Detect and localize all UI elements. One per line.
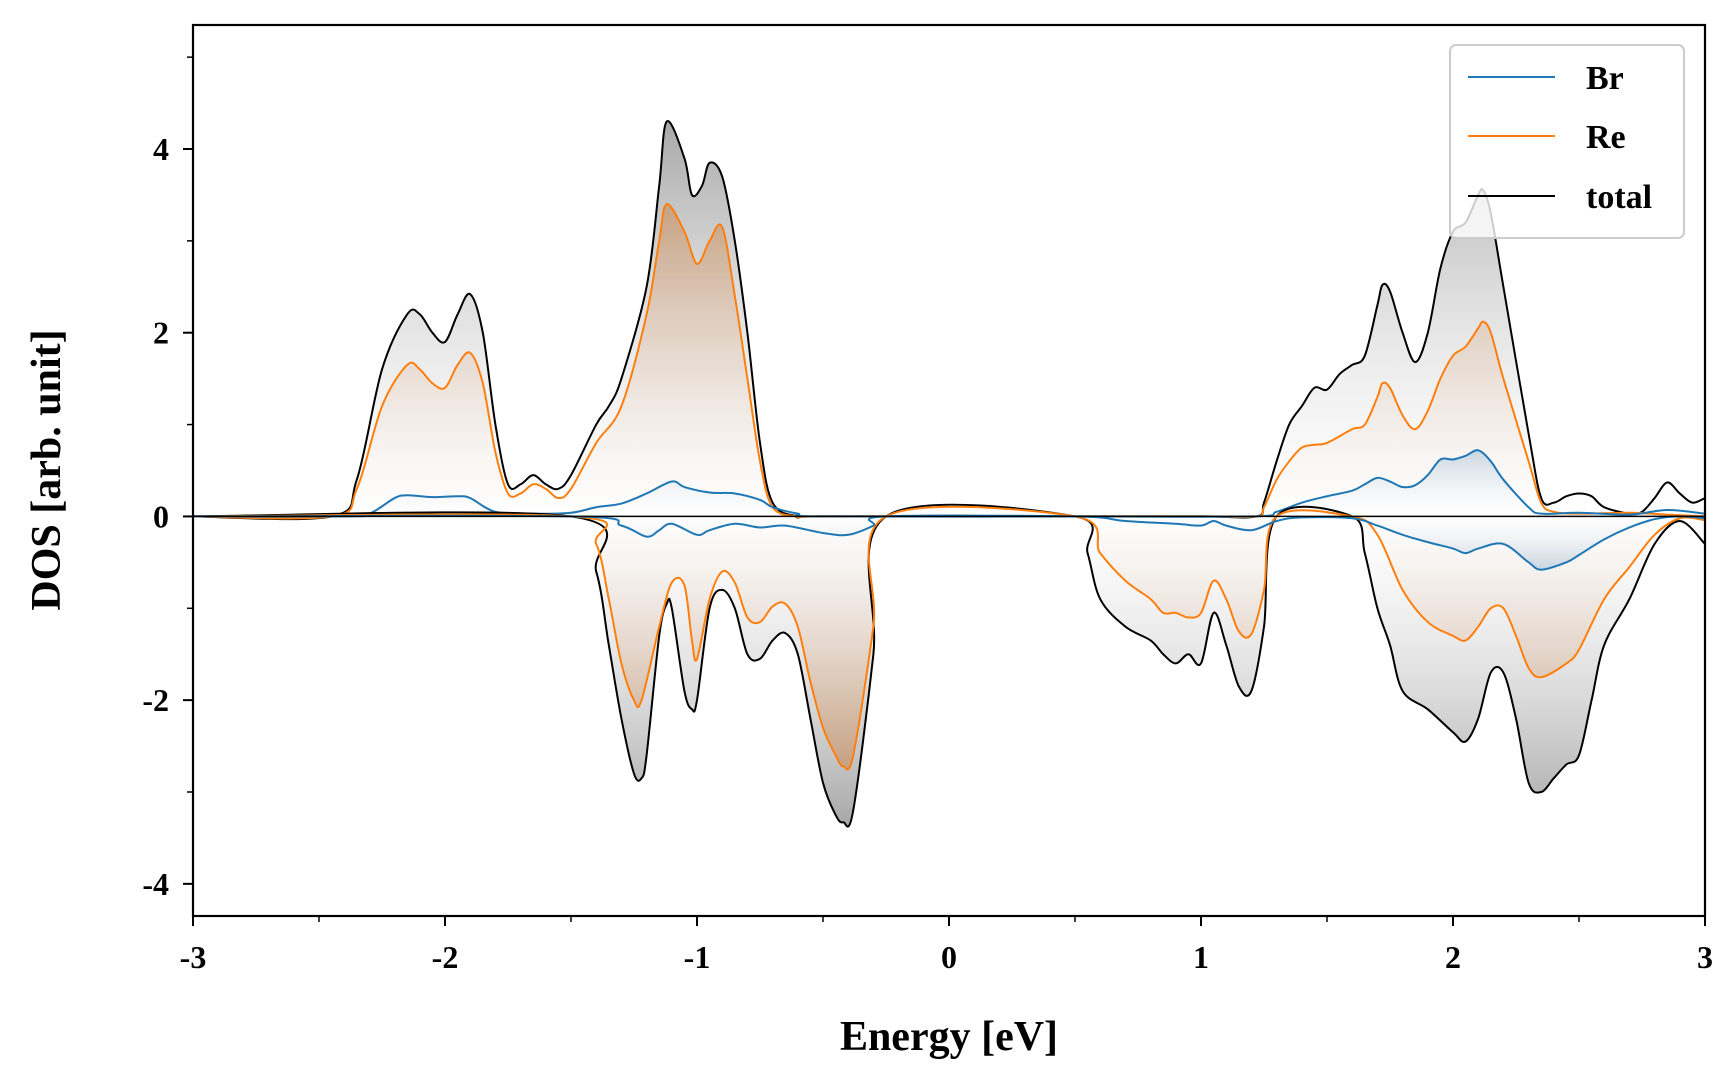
y-tick-label: -2	[142, 682, 169, 718]
x-tick-label: 2	[1445, 939, 1461, 975]
y-axis: -4 -2 0 2 4	[142, 56, 193, 902]
y-tick-label: 0	[153, 498, 169, 534]
x-axis: -3 -2 -1 0 1 2 3	[180, 916, 1713, 975]
x-tick-label: -2	[432, 939, 459, 975]
y-tick-label: -4	[142, 866, 169, 902]
area-fills	[193, 120, 1705, 827]
fill-total-spin-up	[193, 120, 1705, 520]
line-br-spin-down	[193, 514, 1705, 571]
legend: Br Re total	[1449, 44, 1685, 239]
x-tick-label: 0	[941, 939, 957, 975]
fill-br-spin-up	[193, 450, 1705, 517]
legend-label-total: total	[1586, 179, 1652, 216]
legend-label-br: Br	[1586, 60, 1624, 97]
line-re-spin-down	[193, 505, 1705, 771]
y-tick-label: 2	[153, 315, 169, 351]
legend-label-re: Re	[1586, 119, 1626, 156]
x-axis-title: Energy [eV]	[840, 1014, 1058, 1060]
y-tick-label: 4	[153, 131, 169, 167]
y-axis-title: DOS [arb. unit]	[24, 329, 70, 610]
legend-box	[1449, 44, 1685, 239]
x-tick-label: -3	[180, 939, 207, 975]
line-total-spin-down	[193, 503, 1705, 828]
x-tick-label: 3	[1697, 939, 1713, 975]
fill-br-spin-down	[193, 515, 1705, 570]
x-tick-label: 1	[1193, 939, 1209, 975]
x-tick-label: -1	[684, 939, 711, 975]
